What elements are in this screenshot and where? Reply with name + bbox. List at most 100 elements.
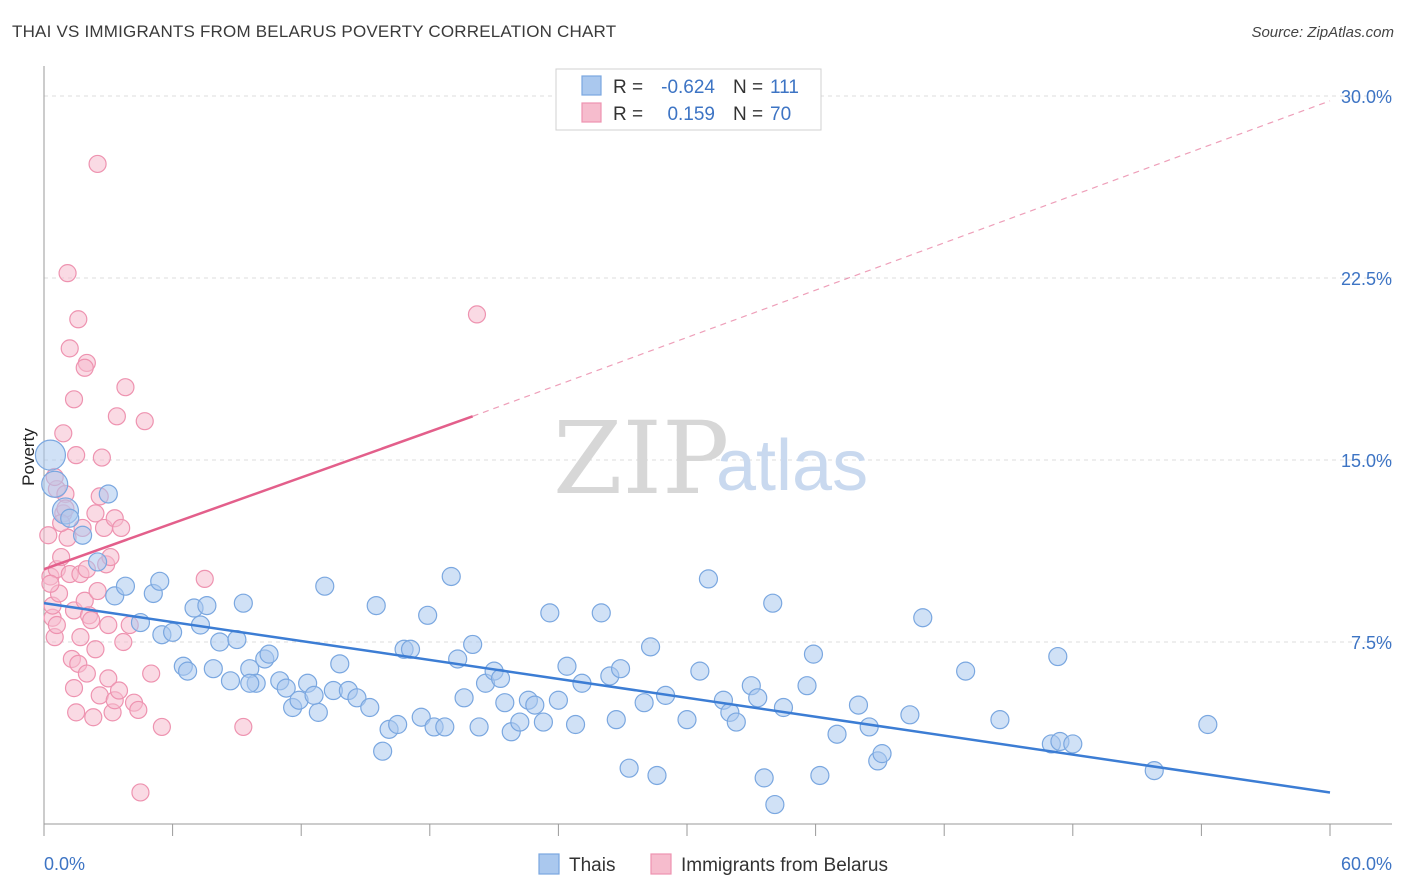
thais-point — [913, 608, 933, 628]
thais-point — [233, 593, 253, 613]
thais-point — [330, 654, 350, 674]
x-tick-label: 0.0% — [44, 854, 85, 874]
stats-n-label-belarus: N = — [733, 104, 763, 125]
trend-lines — [43, 100, 1331, 794]
thais-point — [797, 676, 817, 696]
thais-point — [366, 595, 386, 616]
thais-point — [557, 656, 577, 676]
thais-point — [203, 659, 223, 679]
belarus-point — [86, 640, 105, 659]
legend-swatch-thais — [538, 853, 560, 875]
stats-box: R = -0.624 N = 111 R = 0.159 N = 70 — [555, 68, 822, 131]
thais-point — [1198, 714, 1218, 735]
thais-point — [810, 765, 830, 786]
belarus-point — [84, 708, 103, 727]
thais-point — [677, 710, 697, 730]
thais-point — [859, 717, 879, 737]
stats-r-value-belarus: 0.159 — [667, 104, 715, 125]
belarus-point — [152, 717, 171, 737]
thais-point — [315, 576, 335, 596]
thais-point — [634, 693, 654, 713]
belarus-point — [58, 264, 77, 283]
belarus-point — [88, 581, 107, 601]
belarus-point — [142, 664, 161, 683]
thais-point — [803, 644, 824, 664]
belarus-point — [99, 615, 118, 635]
belarus-points — [39, 154, 487, 802]
thais-point — [848, 695, 869, 715]
thais-point — [495, 693, 515, 713]
thais-point — [178, 661, 198, 681]
legend-label-thais: Thais — [569, 855, 615, 876]
thais-point — [1048, 646, 1068, 667]
belarus-point — [131, 783, 150, 802]
belarus-trend-extrapolation — [472, 100, 1331, 417]
thais-point — [347, 688, 367, 708]
thais-point — [533, 712, 553, 732]
stats-n-label-thais: N = — [733, 77, 763, 98]
belarus-point — [71, 628, 90, 647]
thais-point — [308, 702, 328, 722]
stats-n-value-thais: 111 — [770, 77, 799, 98]
belarus-point — [82, 611, 101, 630]
watermark: ZIP atlas — [553, 400, 868, 517]
stats-n-value-belarus: 70 — [770, 104, 791, 125]
thais-point — [210, 632, 230, 652]
belarus-point — [195, 569, 214, 589]
x-tick-labels: 0.0% 60.0% — [44, 854, 1392, 874]
thais-point — [41, 470, 69, 498]
thais-point — [525, 695, 545, 715]
thais-point — [276, 678, 296, 698]
thais-point — [411, 707, 431, 727]
thais-point — [726, 712, 746, 732]
belarus-point — [129, 700, 148, 720]
belarus-point — [67, 703, 86, 722]
thais-point — [647, 765, 667, 786]
belarus-point — [86, 504, 105, 523]
belarus-point — [467, 305, 487, 324]
belarus-point — [92, 448, 111, 467]
belarus-point — [64, 390, 84, 409]
grid-lines — [44, 95, 1392, 643]
thais-point — [1063, 734, 1083, 754]
thais-point — [150, 571, 170, 591]
thais-point — [763, 593, 783, 613]
x-tick-label: 60.0% — [1341, 854, 1392, 874]
belarus-point — [109, 681, 129, 700]
stats-r-value-thais: -0.624 — [661, 77, 715, 98]
thais-point — [510, 712, 530, 732]
thais-point — [435, 717, 455, 737]
watermark-atlas: atlas — [716, 426, 868, 506]
y-tick-label: 7.5% — [1351, 633, 1392, 653]
belarus-point — [54, 424, 73, 443]
belarus-point — [67, 446, 86, 465]
y-tick-labels: 7.5% 15.0% 22.5% 30.0% — [1341, 87, 1392, 653]
belarus-point — [47, 615, 66, 635]
thais-point — [619, 758, 639, 778]
thais-point — [754, 768, 774, 788]
thais-point — [591, 603, 611, 623]
thais-trend-line — [43, 601, 1331, 794]
watermark-zip: ZIP — [553, 400, 729, 517]
stats-r-label-thais: R = — [613, 77, 643, 98]
thais-point — [454, 688, 474, 708]
belarus-point — [234, 717, 253, 737]
thais-point — [956, 661, 976, 681]
thais-point — [540, 603, 560, 623]
thais-point — [690, 661, 710, 681]
legend-swatch-belarus — [650, 853, 672, 875]
belarus-point — [60, 339, 79, 358]
belarus-point — [114, 632, 133, 652]
thais-point — [360, 697, 380, 718]
thais-point — [259, 644, 279, 664]
thais-point — [900, 705, 920, 725]
stats-swatch-belarus — [581, 102, 602, 123]
thais-point — [1144, 761, 1164, 781]
thais-point — [872, 744, 892, 764]
thais-point — [197, 595, 217, 616]
thais-point — [98, 484, 118, 504]
stats-swatch-thais — [581, 75, 602, 96]
thais-point — [304, 685, 324, 705]
y-tick-label: 15.0% — [1341, 451, 1392, 471]
legend: Thais Immigrants from Belarus — [538, 853, 888, 876]
